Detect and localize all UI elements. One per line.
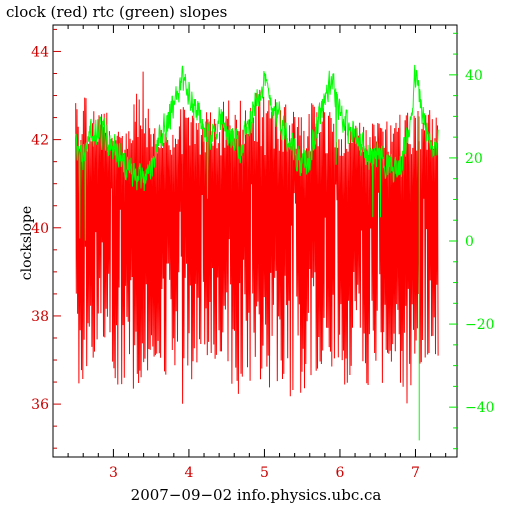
y-left-tick-label: 42: [31, 133, 49, 149]
x-tick-label: 3: [109, 465, 118, 481]
x-tick-label: 4: [184, 465, 193, 481]
chart-title: clock (red) rtc (green) slopes: [6, 3, 228, 21]
y-right-tick-label: −40: [465, 400, 495, 416]
y-left-tick-label: 36: [31, 397, 49, 413]
x-tick-label: 6: [335, 465, 344, 481]
y-right-tick-label: 20: [465, 151, 483, 167]
y-left-tick-label: 38: [31, 309, 49, 325]
y-left-tick-label: 40: [31, 221, 49, 237]
x-axis-label: 2007−09−02 info.physics.ubc.ca: [130, 486, 382, 504]
axes-layer: 3 4 5 6 7 36 38 40 42 44 −40 −20 0 20 40: [31, 24, 495, 481]
y-left-tick-label: 44: [31, 44, 49, 60]
rtc-series-line: [75, 64, 439, 241]
y-right-tick-label: 0: [465, 234, 474, 250]
x-tick-label: 7: [411, 465, 420, 481]
y-axis-label: clockslope: [19, 205, 35, 281]
x-tick-label: 5: [260, 465, 269, 481]
series-layer: [75, 64, 439, 441]
y-right-tick-label: 40: [465, 68, 483, 84]
y-right-tick-label: −20: [465, 317, 495, 333]
